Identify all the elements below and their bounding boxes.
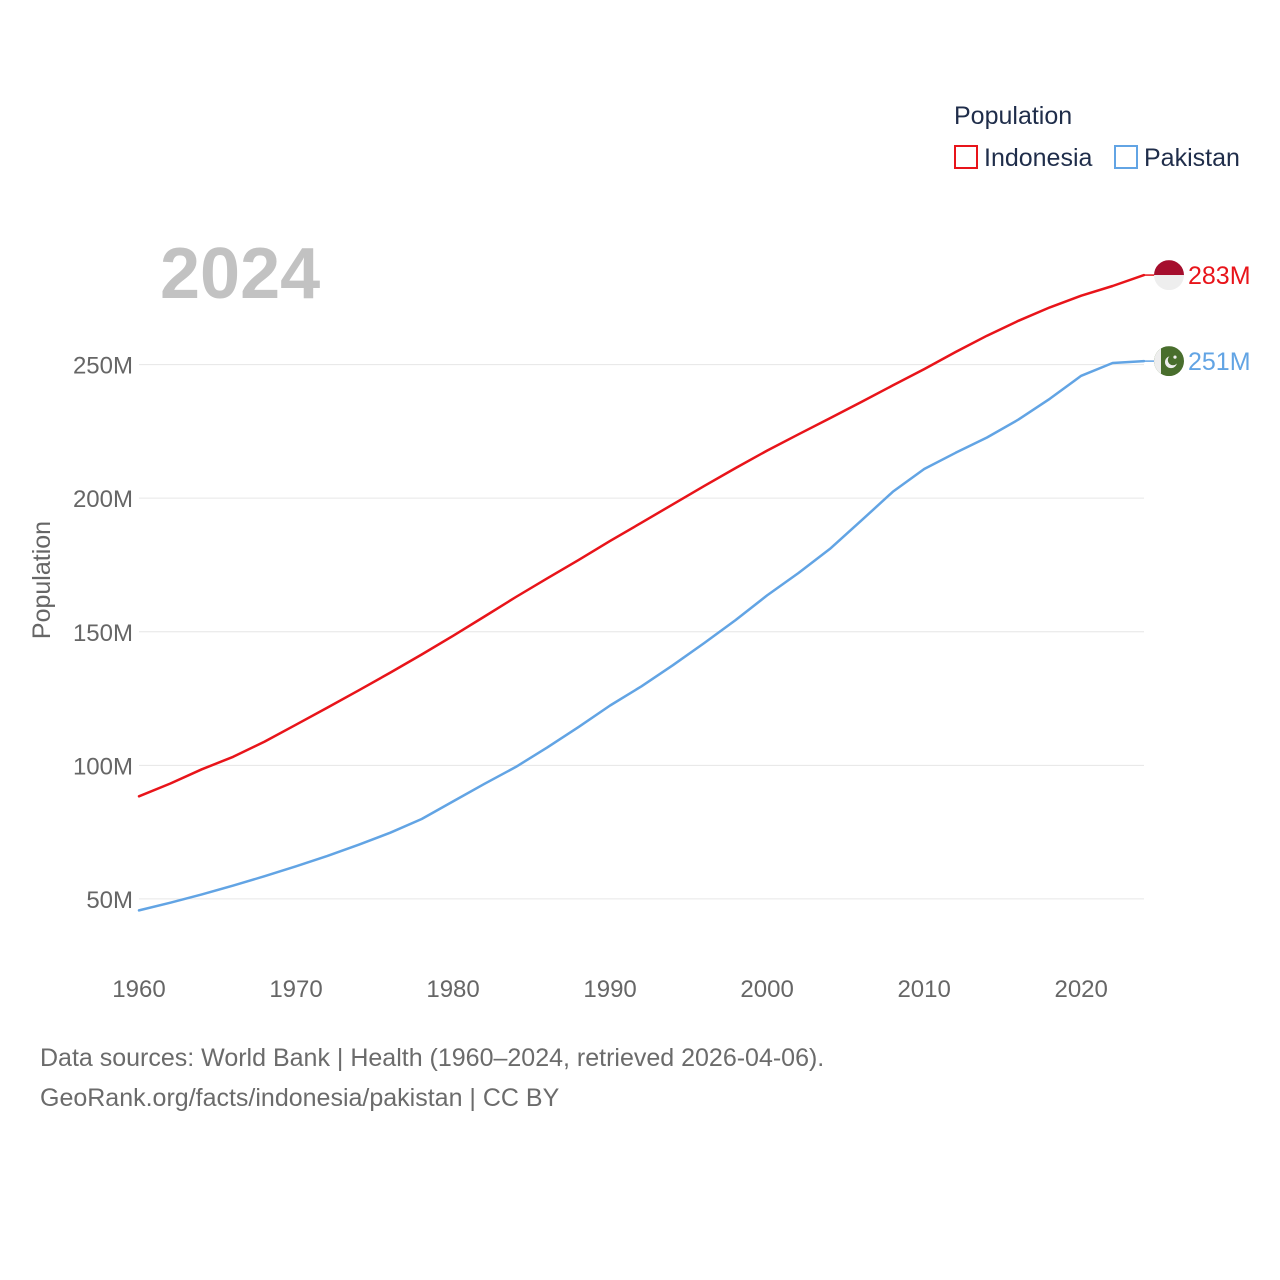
y-axis-title: Population bbox=[28, 521, 56, 639]
series-line-indonesia[interactable] bbox=[137, 273, 1146, 798]
y-tick-label: 50M bbox=[86, 887, 133, 914]
y-tick-label: 100M bbox=[73, 753, 133, 780]
x-tick-label: 2020 bbox=[1054, 976, 1107, 1003]
year-label: 2024 bbox=[160, 234, 320, 314]
series-lines bbox=[137, 273, 1146, 912]
legend: Population Indonesia Pakistan bbox=[954, 102, 1240, 172]
series-end-markers: 283M 251M bbox=[1144, 260, 1251, 377]
series-line-pakistan[interactable] bbox=[137, 359, 1146, 912]
end-value-label-pakistan: 251M bbox=[1188, 348, 1251, 376]
legend-item-indonesia[interactable]: Indonesia bbox=[954, 144, 1093, 172]
end-value-label-indonesia: 283M bbox=[1188, 262, 1251, 290]
legend-label-pakistan: Pakistan bbox=[1144, 144, 1240, 172]
pakistan-flag-icon bbox=[1154, 346, 1184, 377]
x-tick-label: 2010 bbox=[897, 976, 950, 1003]
y-tick-label: 150M bbox=[73, 620, 133, 647]
x-tick-label: 2000 bbox=[740, 976, 793, 1003]
x-tick-label: 1960 bbox=[112, 976, 165, 1003]
indonesia-flag-icon bbox=[1154, 260, 1184, 291]
x-tick-label: 1980 bbox=[426, 976, 479, 1003]
legend-swatch-pakistan bbox=[1114, 145, 1138, 169]
legend-label-indonesia: Indonesia bbox=[984, 144, 1093, 172]
source-line: Data sources: World Bank | Health (1960–… bbox=[40, 1044, 825, 1072]
x-tick-label: 1990 bbox=[583, 976, 636, 1003]
legend-title: Population bbox=[954, 102, 1072, 130]
grid-lines bbox=[139, 364, 1144, 900]
x-tick-label: 1970 bbox=[269, 976, 322, 1003]
legend-item-pakistan[interactable]: Pakistan bbox=[1114, 144, 1240, 172]
y-axis-ticks: 50M 100M 150M 200M 250M bbox=[73, 353, 133, 914]
y-tick-label: 200M bbox=[73, 486, 133, 513]
attribution-line: GeoRank.org/facts/indonesia/pakistan | C… bbox=[40, 1084, 560, 1112]
legend-swatch-indonesia bbox=[954, 145, 978, 169]
x-axis-ticks: 1960 1970 1980 1990 2000 2010 2020 bbox=[112, 976, 1108, 1003]
y-tick-label: 250M bbox=[73, 353, 133, 380]
